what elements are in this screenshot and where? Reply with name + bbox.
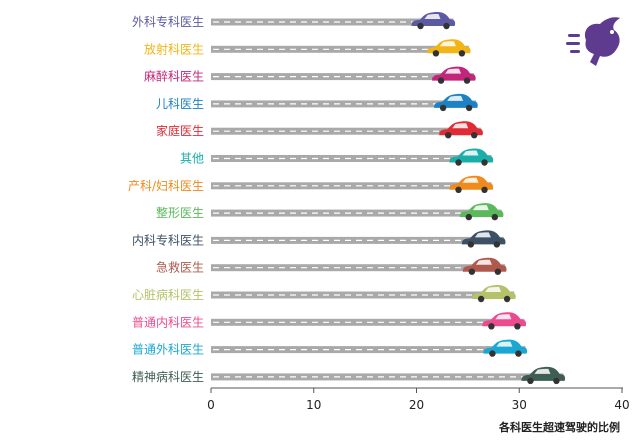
car-window bbox=[445, 68, 462, 74]
road-bars bbox=[211, 18, 564, 381]
category-label: 其他 bbox=[180, 152, 204, 166]
category-label: 普通外科医生 bbox=[132, 343, 204, 357]
category-label: 产科/妇科医生 bbox=[128, 179, 204, 193]
road-bar bbox=[211, 373, 564, 381]
tick-label: 10 bbox=[306, 398, 321, 412]
car-marker bbox=[449, 175, 494, 193]
car-wheel bbox=[468, 268, 476, 275]
car-window bbox=[462, 150, 479, 156]
running-rabbit-icon bbox=[566, 17, 620, 66]
car-wheel bbox=[455, 159, 462, 166]
car-wheel bbox=[455, 186, 462, 193]
car-marker bbox=[449, 148, 494, 166]
category-label: 普通内科医生 bbox=[132, 315, 204, 329]
tick-label: 40 bbox=[614, 398, 629, 412]
car-wheel bbox=[514, 323, 521, 330]
car-wheel bbox=[437, 77, 445, 84]
car-window bbox=[424, 14, 441, 19]
road-bar bbox=[211, 100, 477, 108]
road-bar bbox=[211, 182, 492, 190]
car-wheel bbox=[481, 186, 488, 193]
category-label: 外科专科医生 bbox=[132, 14, 204, 29]
car-wheel bbox=[439, 104, 447, 112]
category-label: 心脏病科医生 bbox=[132, 287, 204, 302]
car-window bbox=[534, 368, 551, 374]
car-wheel bbox=[489, 350, 496, 357]
category-label: 麻醉科医生 bbox=[144, 69, 204, 84]
car-wheel bbox=[471, 132, 478, 139]
car-wheel bbox=[494, 268, 502, 275]
car-window bbox=[474, 232, 491, 238]
car-marker bbox=[426, 39, 471, 57]
category-label: 家庭医生 bbox=[156, 123, 204, 138]
car-wheel bbox=[465, 104, 473, 112]
tick-label: 0 bbox=[207, 398, 215, 412]
car-window bbox=[475, 259, 492, 265]
car-markers bbox=[411, 12, 566, 385]
car-window bbox=[452, 123, 469, 129]
car-wheel bbox=[465, 213, 472, 221]
car-wheel bbox=[467, 241, 475, 248]
category-label: 急救医生 bbox=[156, 260, 204, 275]
car-window bbox=[439, 41, 456, 47]
car-wheel bbox=[432, 50, 440, 57]
car-wheel bbox=[477, 295, 485, 303]
tick-label: 30 bbox=[512, 398, 527, 412]
tick-label: 20 bbox=[409, 398, 424, 412]
car-marker bbox=[432, 66, 476, 84]
car-window bbox=[462, 177, 479, 183]
x-axis-ticks: 0 10 20 30 40 bbox=[207, 388, 630, 412]
car-wheel bbox=[481, 159, 488, 166]
car-window bbox=[495, 314, 512, 320]
category-label: 整形医生 bbox=[156, 205, 204, 220]
car-wheel bbox=[443, 22, 450, 30]
car-marker bbox=[459, 203, 504, 221]
road-bar bbox=[211, 155, 492, 162]
car-wheel bbox=[503, 295, 511, 303]
road-bar bbox=[211, 73, 475, 81]
category-labels: 外科专科医生放射科医生麻醉科医生儿科医生家庭医生其他产科/妇科医生整形医生内科专… bbox=[128, 14, 204, 384]
car-window bbox=[485, 287, 502, 292]
car-wheel bbox=[491, 213, 498, 221]
car-wheel bbox=[527, 377, 534, 385]
car-marker bbox=[472, 285, 516, 303]
car-wheel bbox=[458, 50, 466, 57]
x-axis-title: 各科医生超速驾驶的比例 bbox=[498, 420, 620, 434]
car-marker bbox=[434, 93, 478, 112]
category-label: 儿科医生 bbox=[156, 97, 204, 111]
car-marker bbox=[521, 366, 566, 385]
car-marker bbox=[439, 121, 483, 139]
car-marker bbox=[483, 339, 528, 357]
category-label: 放射科医生 bbox=[144, 41, 204, 56]
car-wheel bbox=[553, 377, 560, 385]
car-wheel bbox=[488, 323, 495, 330]
road-bar bbox=[211, 291, 515, 299]
car-window bbox=[447, 95, 464, 101]
car-wheel bbox=[515, 350, 522, 357]
car-wheel bbox=[463, 77, 471, 84]
category-label: 内科专科医生 bbox=[132, 232, 204, 247]
car-wheel bbox=[445, 132, 452, 139]
car-wheel bbox=[417, 22, 424, 30]
car-marker bbox=[461, 230, 506, 248]
car-window bbox=[496, 341, 513, 347]
car-marker bbox=[482, 312, 527, 330]
car-marker bbox=[462, 257, 507, 275]
car-window bbox=[472, 205, 489, 211]
car-marker bbox=[411, 12, 456, 30]
category-label: 精神病科医生 bbox=[132, 369, 204, 384]
car-wheel bbox=[493, 241, 501, 248]
road-bar bbox=[211, 18, 454, 26]
